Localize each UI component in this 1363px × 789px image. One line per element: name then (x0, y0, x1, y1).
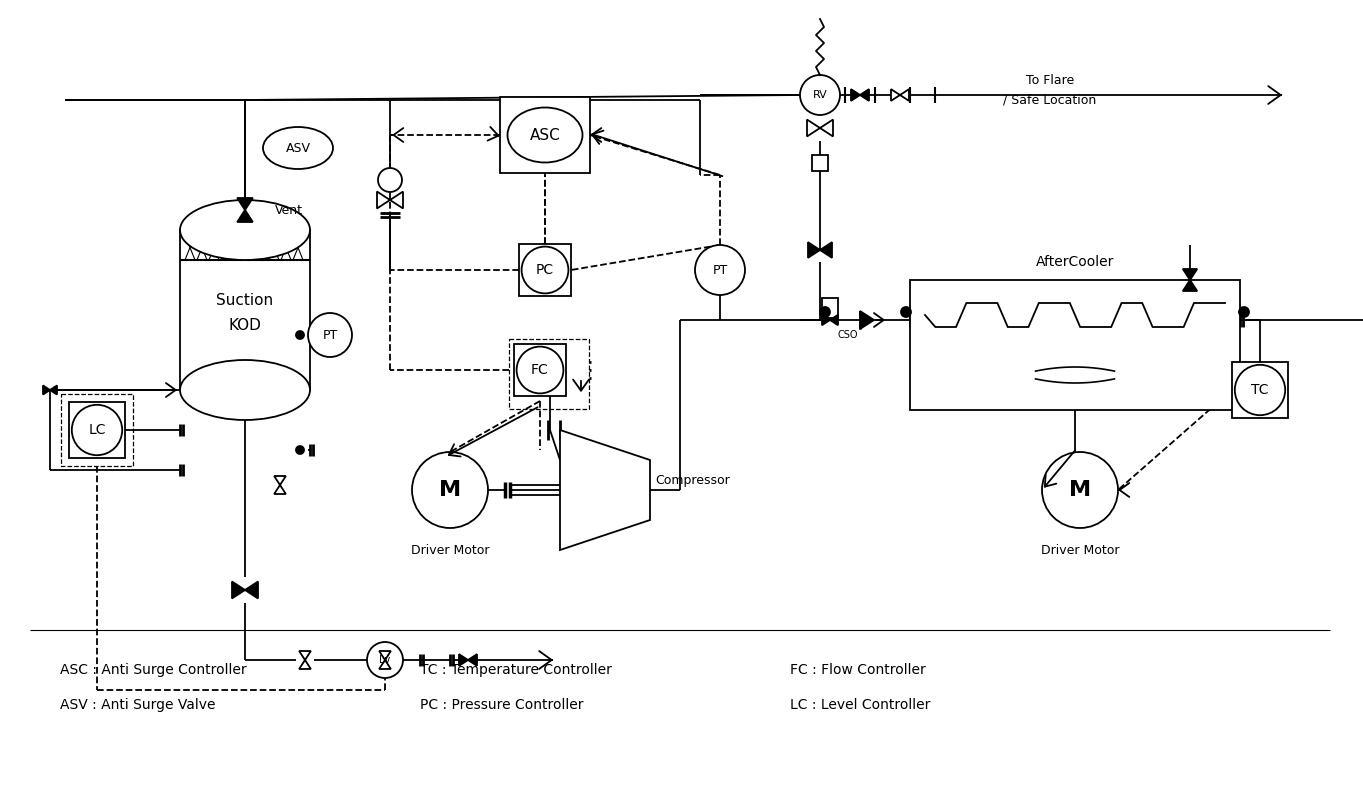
Circle shape (1239, 307, 1249, 317)
Polygon shape (822, 315, 830, 325)
Polygon shape (274, 485, 286, 494)
Polygon shape (808, 242, 821, 258)
Circle shape (821, 307, 830, 317)
Bar (822, 298, 838, 318)
Text: Driver Motor: Driver Motor (410, 544, 489, 556)
Circle shape (296, 331, 304, 339)
Polygon shape (245, 581, 258, 598)
Polygon shape (274, 476, 286, 485)
Polygon shape (378, 192, 390, 208)
Polygon shape (298, 660, 311, 669)
Bar (61, 394, 134, 466)
Polygon shape (379, 651, 391, 660)
Text: Vent: Vent (275, 204, 303, 216)
Text: AfterCooler: AfterCooler (1036, 255, 1114, 269)
Circle shape (412, 452, 488, 528)
Circle shape (695, 245, 746, 295)
Polygon shape (821, 120, 833, 136)
Text: ASC: ASC (530, 128, 560, 143)
Polygon shape (860, 89, 870, 101)
Ellipse shape (180, 360, 309, 420)
Text: LC : Level Controller: LC : Level Controller (791, 698, 931, 712)
Polygon shape (379, 660, 391, 669)
Polygon shape (830, 315, 838, 325)
Ellipse shape (180, 200, 309, 260)
Polygon shape (232, 581, 245, 598)
Polygon shape (891, 89, 900, 101)
Text: To Flare: To Flare (1026, 73, 1074, 87)
Polygon shape (1183, 269, 1197, 280)
Polygon shape (44, 386, 50, 394)
Ellipse shape (263, 127, 333, 169)
Circle shape (517, 346, 563, 394)
Bar (812, 155, 827, 171)
Circle shape (1041, 452, 1118, 528)
Text: / Safe Location: / Safe Location (1003, 94, 1097, 107)
Polygon shape (1183, 280, 1197, 291)
Text: M: M (439, 480, 461, 500)
Polygon shape (50, 386, 57, 394)
Polygon shape (821, 242, 831, 258)
Circle shape (72, 405, 123, 455)
Circle shape (308, 313, 352, 357)
Text: LC: LC (89, 423, 106, 437)
Polygon shape (851, 89, 860, 101)
Polygon shape (900, 89, 909, 101)
Circle shape (522, 247, 568, 294)
Text: ASC : Anti Surge Controller: ASC : Anti Surge Controller (60, 663, 247, 677)
Circle shape (901, 307, 910, 317)
Bar (519, 244, 571, 296)
Text: Compressor: Compressor (656, 473, 729, 487)
Circle shape (296, 446, 304, 454)
Text: PT: PT (713, 264, 728, 276)
Text: ASV: ASV (285, 141, 311, 155)
Text: TC: TC (1251, 383, 1269, 397)
Circle shape (367, 642, 403, 678)
Polygon shape (860, 311, 874, 329)
Text: KOD: KOD (229, 317, 262, 332)
Text: PC: PC (536, 263, 555, 277)
Polygon shape (468, 654, 477, 666)
Polygon shape (237, 210, 252, 222)
Text: Suction: Suction (217, 293, 274, 308)
Text: PC : Pressure Controller: PC : Pressure Controller (420, 698, 583, 712)
Text: CSO: CSO (838, 330, 859, 340)
Circle shape (800, 75, 840, 115)
Text: M: M (1069, 480, 1090, 500)
Circle shape (378, 168, 402, 192)
Polygon shape (560, 430, 650, 550)
Bar (1232, 362, 1288, 418)
Bar (508, 339, 589, 409)
Bar (70, 402, 125, 458)
Text: FC: FC (532, 363, 549, 377)
Bar (910, 280, 1240, 410)
Circle shape (1235, 365, 1285, 415)
Polygon shape (390, 192, 403, 208)
Polygon shape (807, 120, 821, 136)
Polygon shape (298, 651, 311, 660)
Text: RV: RV (812, 90, 827, 100)
Ellipse shape (507, 107, 582, 163)
Text: FC : Flow Controller: FC : Flow Controller (791, 663, 925, 677)
Bar (180, 230, 309, 390)
Text: TC : Temperature Controller: TC : Temperature Controller (420, 663, 612, 677)
Text: Lv: Lv (379, 655, 391, 665)
Polygon shape (459, 654, 468, 666)
Bar (500, 97, 590, 173)
Text: PT: PT (323, 328, 338, 342)
Bar (514, 344, 566, 396)
Polygon shape (237, 198, 252, 210)
Text: ASV : Anti Surge Valve: ASV : Anti Surge Valve (60, 698, 215, 712)
Text: Driver Motor: Driver Motor (1041, 544, 1119, 556)
